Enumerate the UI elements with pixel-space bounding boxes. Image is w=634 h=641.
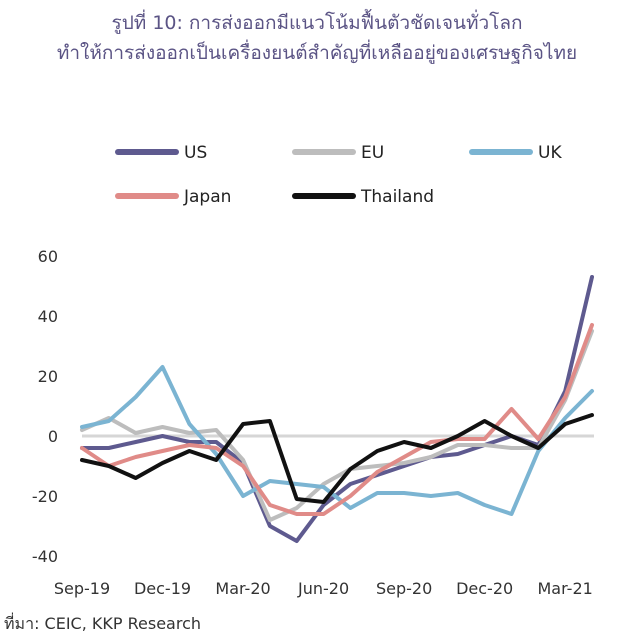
x-tick-label: Dec-19 [134,579,191,598]
legend-label: Thailand [360,187,434,207]
x-tick-label: Sep-20 [376,579,432,598]
y-tick-label: 60 [38,247,58,266]
legend-label: Japan [183,187,231,207]
series-lines [80,275,594,543]
y-tick-label: 20 [38,367,58,386]
series-line-thailand [80,413,594,504]
x-tick-label: Sep-19 [54,579,110,598]
y-axis-ticks: -40 -20 0 20 40 60 [32,247,58,566]
legend-label: US [184,143,207,163]
chart-legend: US EU UK Japan Thailand [115,143,562,207]
legend-label: UK [538,143,562,163]
source-note: ที่มา: CEIC, KKP Research [4,614,202,633]
y-tick-label: 0 [48,427,58,446]
chart-title-line-1: รูปที่ 10: การส่งออกมีแนวโน้มฟื้นตัวชัดเ… [111,12,523,34]
y-tick-label: 40 [38,307,58,326]
y-tick-label: -20 [32,487,58,506]
legend-label: EU [361,143,384,163]
legend-item-eu: EU [292,143,384,163]
series-line-us [80,275,594,543]
chart-title-line-2: ทำให้การส่งออกเป็นเครื่องยนต์สำคัญที่เหล… [56,42,578,64]
x-tick-label: Mar-21 [538,579,593,598]
x-tick-label: Dec-20 [456,579,513,598]
y-tick-label: -40 [32,547,58,566]
x-axis-ticks: Sep-19 Dec-19 Mar-20 Jun-20 Sep-20 Dec-20 Mar-… [54,579,593,598]
series-line-japan [80,323,594,516]
legend-item-japan: Japan [115,187,231,207]
series-line-eu [80,329,594,522]
legend-item-thailand: Thailand [292,187,434,207]
legend-item-uk: UK [469,143,562,163]
title-block: รูปที่ 10: การส่งออกมีแนวโน้มฟื้นตัวชัดเ… [0,8,634,68]
x-tick-label: Mar-20 [215,579,270,598]
series-line-uk [80,365,594,516]
legend-item-us: US [115,143,207,163]
x-tick-label: Jun-20 [297,579,349,598]
